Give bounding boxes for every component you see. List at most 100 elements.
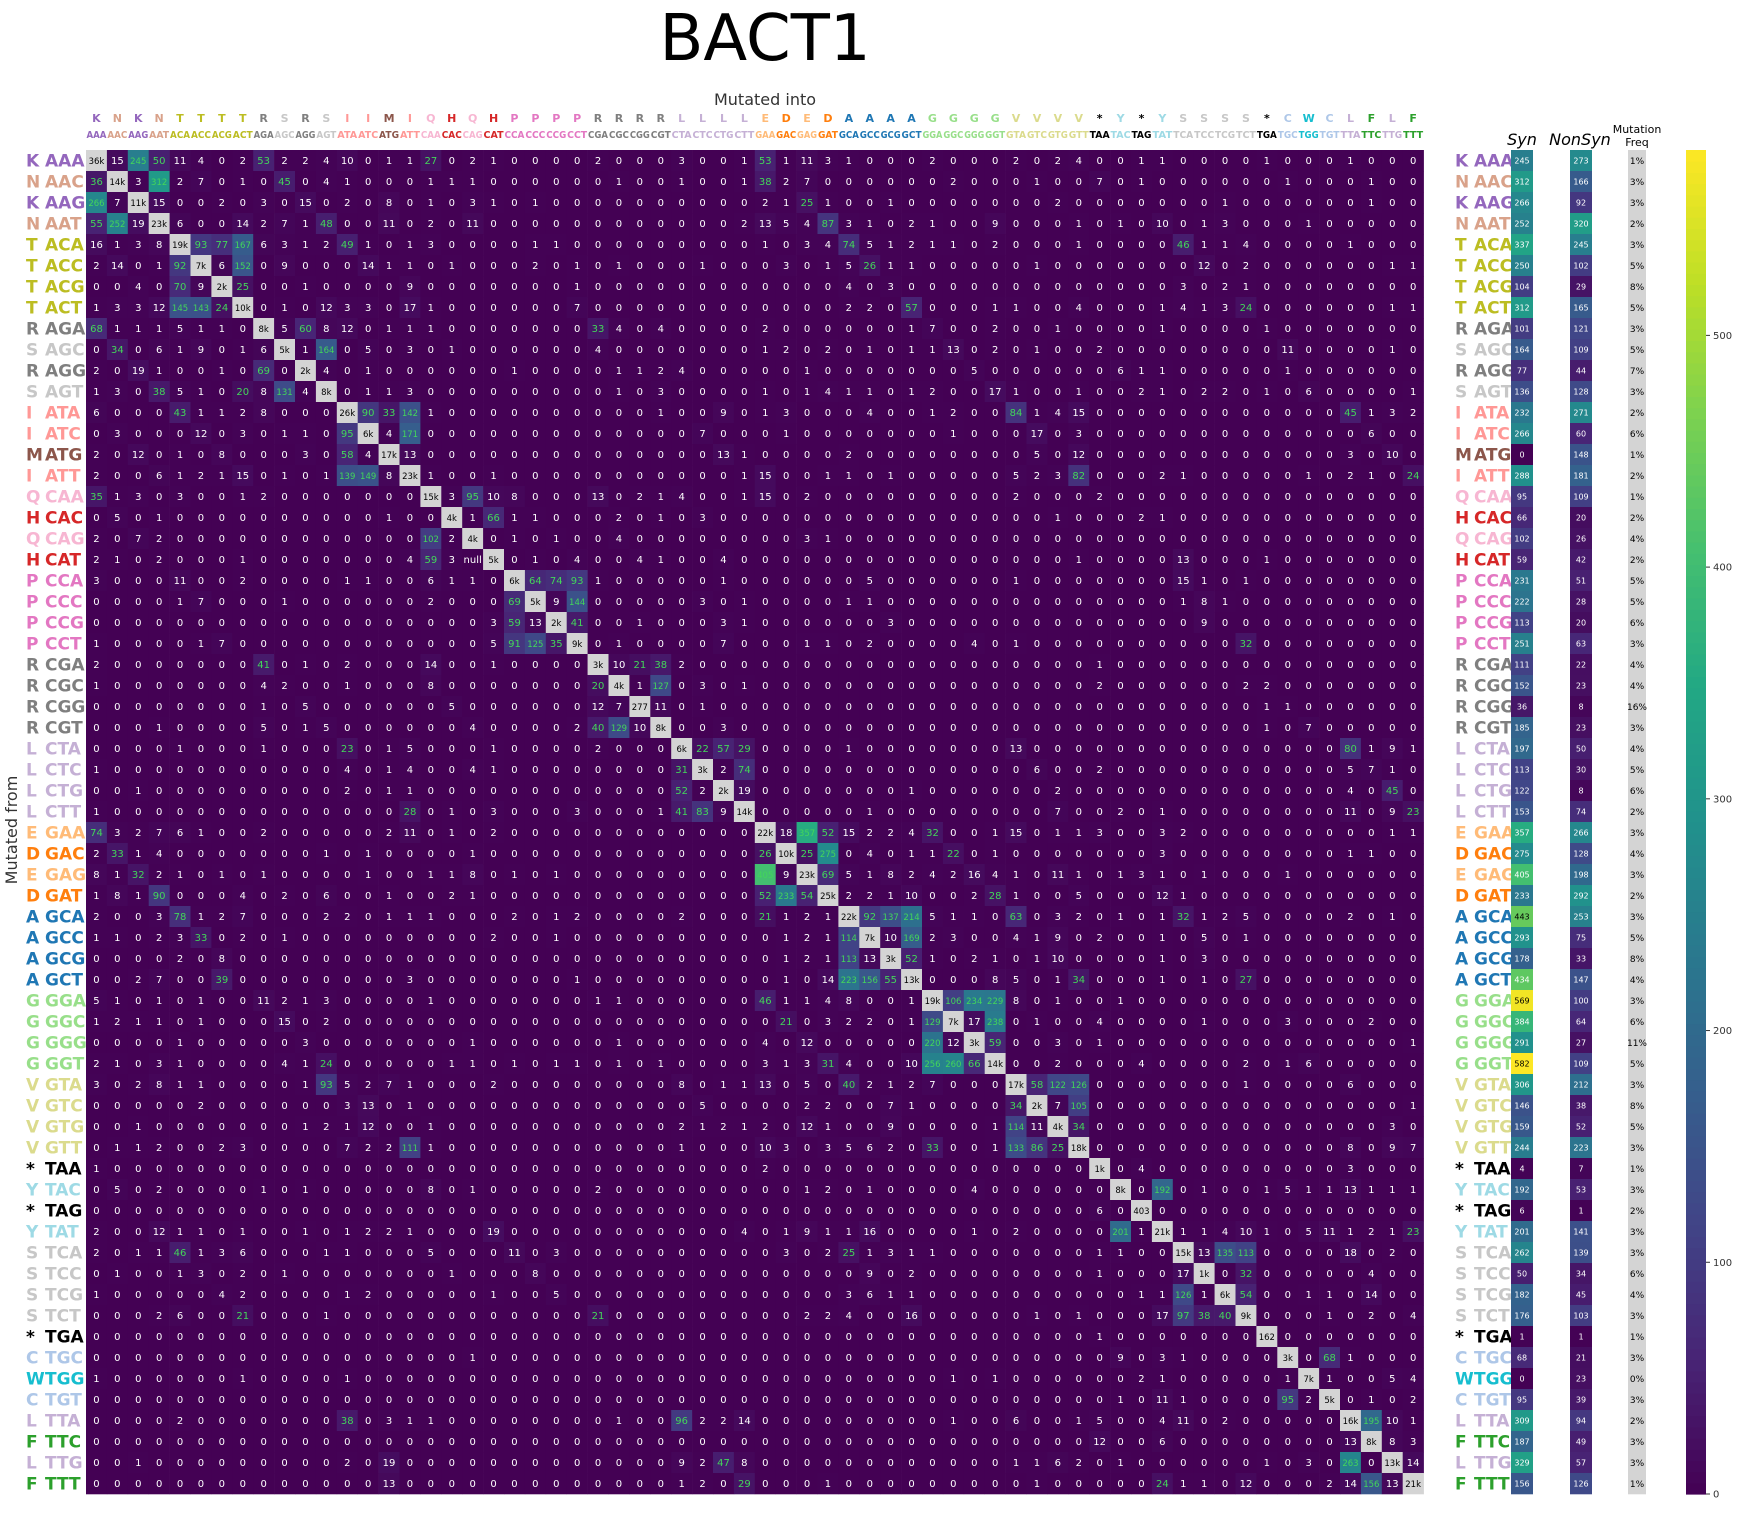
cell-value: 1 (1368, 198, 1374, 209)
col-codon-label: CGA (588, 130, 608, 141)
cell-value: 0 (1180, 156, 1186, 167)
col-codon-label: TGA (1257, 130, 1277, 141)
cell-value: 0 (1076, 576, 1082, 587)
cell-value: 0 (595, 786, 601, 797)
cell-value: 0 (1389, 492, 1395, 503)
cell-value: 0 (114, 723, 120, 734)
col-aa-label: R (301, 112, 310, 125)
cell-value: 0 (595, 219, 601, 230)
cell-value: 0 (386, 303, 392, 314)
cell-value: 0 (908, 660, 914, 671)
cell-value: 23 (1407, 807, 1420, 818)
row-codon-label: AGT (1474, 383, 1513, 403)
col-aa-label: V (1012, 112, 1021, 125)
cell-value: 70 (174, 282, 187, 293)
heatmap-cell (713, 171, 735, 193)
cell-value: 0 (428, 261, 434, 272)
cell-value: 0 (929, 429, 935, 440)
cell-value: 0 (260, 597, 266, 608)
heatmap-cell (984, 150, 1006, 172)
cell-value: 1 (678, 177, 684, 188)
cell-value: 4 (929, 870, 935, 881)
cell-value: 0 (1201, 828, 1207, 839)
cell-value: 0 (887, 807, 893, 818)
cell-value: 0 (1389, 471, 1395, 482)
cell-value: 0 (1159, 240, 1165, 251)
cell-value: 1 (908, 849, 914, 860)
cell-value: 0 (302, 576, 308, 587)
cell-value: 28 (404, 807, 417, 818)
row-aa-label: S (26, 1307, 38, 1327)
cell-value: 2 (428, 597, 434, 608)
cell-value: 0 (1222, 660, 1228, 671)
cell-value: 6 (177, 219, 183, 230)
cell-value: 0 (532, 870, 538, 881)
cell-value: 4 (1180, 303, 1186, 314)
row-aa-label: * (26, 1328, 35, 1348)
cell-value: 0 (1076, 618, 1082, 629)
col-codon-label: GGG (964, 130, 984, 141)
cell-value: 6 (1034, 765, 1040, 776)
cell-value: 0 (1285, 471, 1291, 482)
cell-value: 0 (825, 807, 831, 818)
cell-value: 0 (1076, 261, 1082, 272)
cell-value: 0 (992, 198, 998, 209)
cell-value: 1 (553, 534, 559, 545)
cell-value: 11 (174, 156, 187, 167)
cell-value: 1 (219, 870, 225, 881)
col-codon-label: ACC (191, 130, 211, 141)
cell-value: 0 (281, 576, 287, 587)
cell-value: 0 (1285, 534, 1291, 545)
col-aa-label: L (1347, 112, 1354, 125)
cell-value: 0 (658, 576, 664, 587)
cell-value: 0 (469, 660, 475, 671)
cell-value: 0 (1013, 345, 1019, 356)
cell-value: 0 (1117, 303, 1123, 314)
cell-value: 0 (971, 555, 977, 566)
cell-value: 1 (511, 870, 517, 881)
cell-value: 0 (198, 618, 204, 629)
cell-value: 0 (156, 786, 162, 797)
cell-value: 12 (341, 324, 354, 335)
cell-value: 57 (905, 303, 918, 314)
cell-value: 0 (198, 366, 204, 377)
cell-value: 0 (219, 786, 225, 797)
row-aa-label: * (26, 1202, 35, 1222)
cell-value: 0 (1013, 324, 1019, 335)
cell-value: 0 (1368, 576, 1374, 587)
cell-value: 2 (449, 534, 455, 545)
cell-value: 0 (720, 387, 726, 398)
row-codon-label: CTA (1474, 740, 1511, 760)
cell-value: 0 (1159, 177, 1165, 188)
cell-value: 0 (240, 870, 246, 881)
cell-value: 0 (699, 471, 705, 482)
cell-value: 0 (908, 282, 914, 293)
cell-value: 0 (1305, 681, 1311, 692)
cell-value: 0 (1180, 324, 1186, 335)
cell-value: 12 (132, 450, 145, 461)
cell-value: 357 (799, 829, 815, 839)
cell-value: 0 (908, 429, 914, 440)
cell-value: 12 (320, 303, 333, 314)
cell-value: 0 (240, 765, 246, 776)
cell-value: 0 (1034, 387, 1040, 398)
col-aa-label: I (366, 112, 370, 125)
cell-value: 90 (362, 408, 375, 419)
cell-value: 0 (950, 534, 956, 545)
cell-value: 0 (950, 807, 956, 818)
cell-value: 2 (950, 408, 956, 419)
cell-value: 11 (1051, 870, 1064, 881)
row-aa-label: L (26, 1412, 37, 1432)
cell-value: 17 (1031, 429, 1044, 440)
cell-value: 0 (532, 408, 538, 419)
cell-value: 0 (1368, 618, 1374, 629)
cell-value: 0 (887, 345, 893, 356)
cell-value: 0 (658, 471, 664, 482)
cell-value: 0 (1180, 219, 1186, 230)
cell-value: 0 (511, 345, 517, 356)
row-aa-label: S (26, 1286, 38, 1306)
cell-value: 0 (302, 786, 308, 797)
cell-value: 0 (198, 891, 204, 902)
cell-value: 277 (632, 703, 648, 713)
